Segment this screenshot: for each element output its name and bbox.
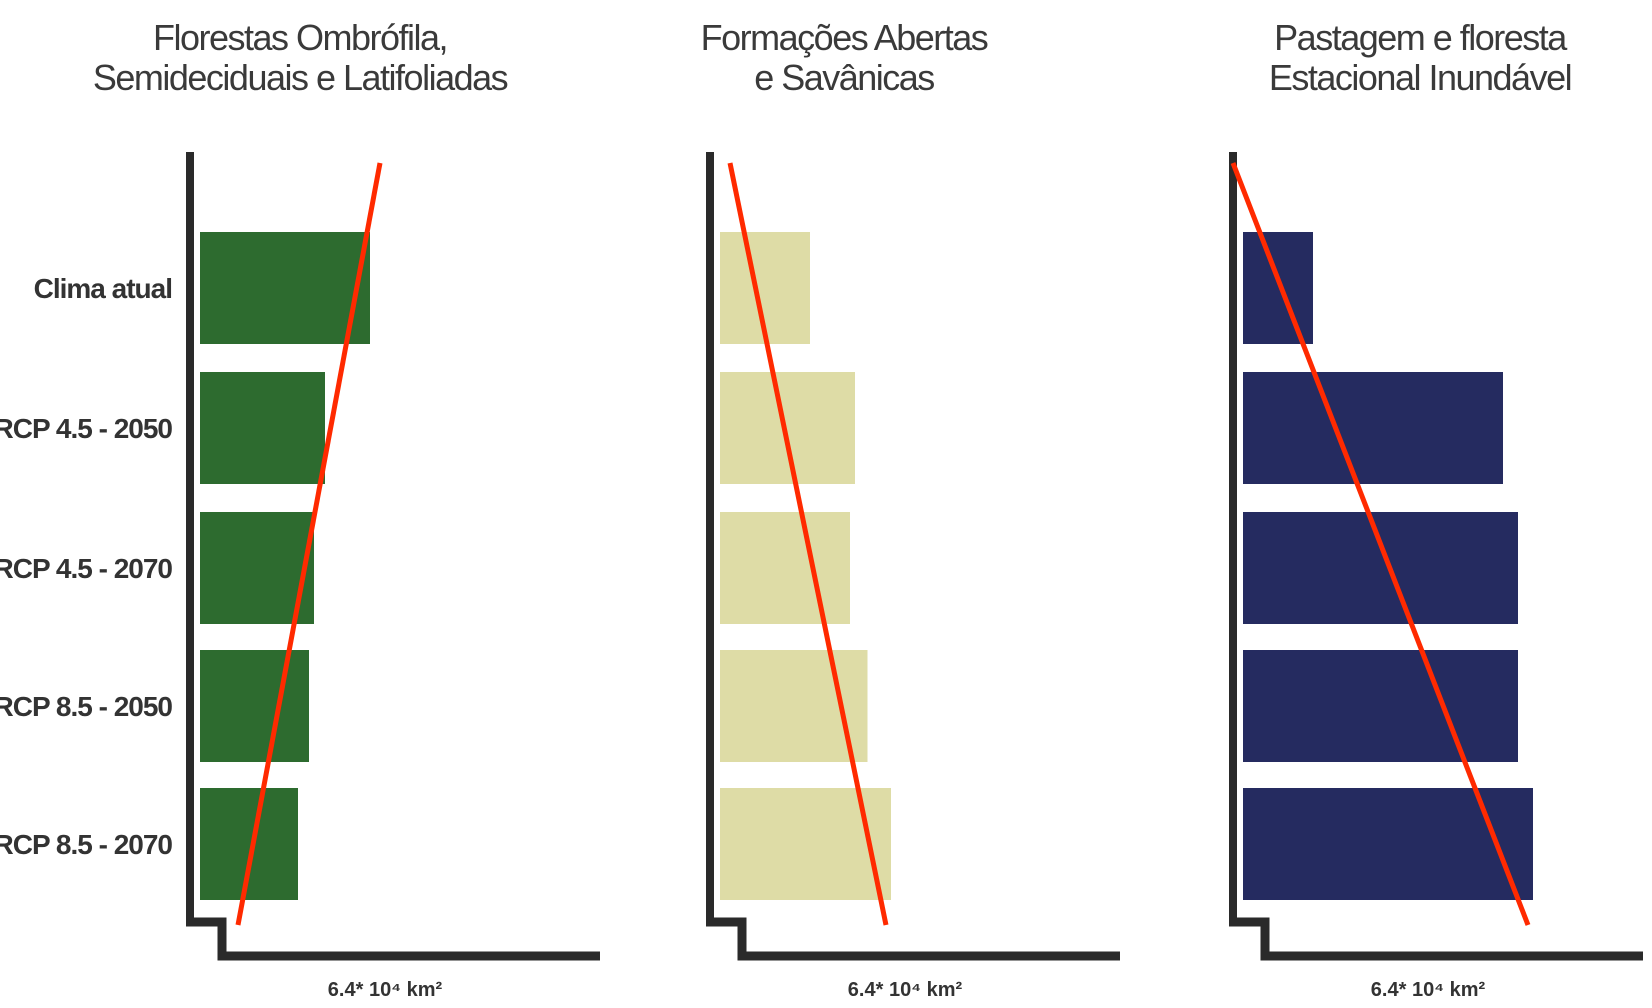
x-axis-label: 6.4* 10⁴ km²: [1371, 979, 1486, 1001]
category-label: RCP 8.5 - 2070: [0, 829, 172, 860]
panel-title: Pastagem e floresta: [1274, 17, 1568, 58]
bar: [200, 512, 314, 624]
x-axis-line: [1229, 917, 1643, 961]
y-axis-line: [186, 152, 194, 922]
category-label: Clima atual: [34, 273, 172, 304]
panel-title: e Savânicas: [754, 57, 934, 98]
trend-line: [1230, 162, 1531, 926]
bar: [1243, 512, 1518, 624]
panel-title: Formações Abertas: [701, 17, 988, 58]
bar: [1243, 650, 1518, 762]
bar: [200, 232, 370, 344]
bar: [1243, 788, 1533, 900]
bar: [720, 650, 868, 762]
bar: [720, 512, 850, 624]
trend-line: [235, 162, 383, 926]
x-axis-line: [186, 917, 600, 961]
panel-title: Florestas Ombrófila,: [153, 17, 447, 58]
x-axis-label: 6.4* 10⁴ km²: [328, 979, 443, 1001]
bar: [720, 788, 891, 900]
category-label: RCP 4.5 - 2070: [0, 553, 172, 584]
panel-title: Estacional Inundável: [1269, 57, 1571, 98]
bar: [720, 372, 855, 484]
y-axis-line: [706, 152, 714, 922]
bar: [1243, 372, 1503, 484]
category-label: RCP 8.5 - 2050: [0, 691, 172, 722]
x-axis-line: [706, 917, 1120, 961]
category-label: RCP 4.5 - 2050: [0, 413, 172, 444]
bar: [200, 650, 309, 762]
x-axis-label: 6.4* 10⁴ km²: [848, 979, 963, 1001]
bar: [1243, 232, 1313, 344]
bar: [200, 788, 298, 900]
trend-line: [727, 162, 889, 926]
y-axis-line: [1229, 152, 1237, 922]
bar: [200, 372, 325, 484]
panel-title: Semideciduais e Latifoliadas: [93, 57, 508, 98]
